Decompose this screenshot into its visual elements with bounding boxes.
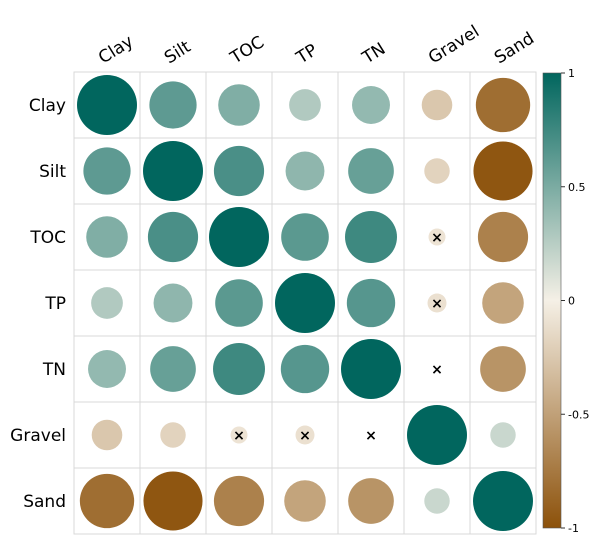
correlation-circle: [275, 273, 335, 333]
column-label: Gravel: [425, 22, 483, 69]
correlation-circle: [86, 216, 128, 258]
correlation-circle: [424, 488, 450, 514]
row-label: Gravel: [10, 426, 66, 446]
correlation-circle: [480, 346, 526, 392]
insignificant-marker: ×: [299, 428, 311, 444]
row-label: TOC: [29, 228, 66, 248]
correlation-circle: [215, 279, 263, 327]
correlation-circle: [427, 293, 447, 313]
column-label: TOC: [226, 32, 268, 68]
colorbar-tick-label: 0: [568, 295, 575, 308]
correlation-circle: [218, 84, 260, 126]
correlation-circle: [209, 207, 269, 267]
column-label: TN: [358, 39, 389, 69]
correlation-circle: [285, 151, 325, 191]
correlation-circle: [424, 158, 450, 184]
correlation-circle: [348, 148, 394, 194]
row-label: TN: [42, 360, 66, 380]
correlation-circle: [281, 213, 329, 261]
insignificant-marker: ×: [431, 362, 443, 378]
correlation-circle: [421, 89, 453, 121]
correlation-circle: [79, 473, 135, 529]
correlation-circle: [346, 278, 396, 328]
correlation-circle: [482, 282, 524, 324]
column-label: TP: [292, 40, 321, 68]
correlation-circle: [91, 419, 123, 451]
insignificant-marker: ×: [365, 428, 377, 444]
correlation-circle: [143, 141, 203, 201]
column-label: Silt: [161, 37, 195, 68]
correlation-circle: [348, 478, 394, 524]
column-label: Clay: [95, 32, 137, 69]
correlation-circle: [83, 147, 131, 195]
row-label: Silt: [39, 162, 66, 182]
insignificant-marker: ×: [431, 296, 443, 312]
correlation-circle: [428, 228, 446, 246]
insignificant-marker: ×: [233, 428, 245, 444]
correlation-circle: [490, 422, 516, 448]
grid-cell: [337, 401, 405, 469]
correlation-circle: [153, 283, 193, 323]
grid-cell: [271, 401, 339, 469]
colorbar-tick-label: -1: [568, 522, 579, 535]
correlation-circle: [213, 475, 265, 527]
correlation-circle: [91, 287, 123, 319]
correlation-circle: [473, 471, 533, 531]
correlation-circle: [341, 339, 401, 399]
correlation-circle: [475, 77, 531, 133]
correlation-circle: [295, 425, 315, 445]
row-label: TP: [44, 294, 66, 314]
colorbar-tick-label: 0.5: [568, 181, 586, 194]
insignificant-marker: ×: [431, 230, 443, 246]
row-label: Sand: [23, 492, 66, 512]
correlation-circle: [149, 81, 197, 129]
colorbar-tick-label: -0.5: [568, 408, 589, 421]
correlation-circle: [88, 350, 126, 388]
correlation-circle: [77, 75, 137, 135]
row-label: Clay: [29, 96, 66, 116]
correlation-circle: [143, 471, 203, 531]
correlation-circle: [289, 89, 321, 121]
correlation-circle: [230, 426, 248, 444]
correlation-circle: [147, 211, 199, 263]
correlation-circle: [345, 211, 397, 263]
colorbar: [542, 72, 562, 529]
correlation-circle: [473, 141, 533, 201]
correlation-circle: [213, 343, 265, 395]
column-label: Sand: [491, 29, 538, 69]
correlation-circle: [150, 346, 196, 392]
correlation-circle: [352, 86, 390, 124]
correlation-circle: [477, 211, 529, 263]
colorbar-tick-label: 1: [568, 67, 575, 80]
correlation-circle: [213, 145, 265, 197]
correlation-circle: [160, 422, 186, 448]
correlation-circle: [280, 344, 330, 394]
correlation-circle: [407, 405, 467, 465]
correlation-circle: [284, 480, 326, 522]
grid-cell: [73, 269, 141, 337]
